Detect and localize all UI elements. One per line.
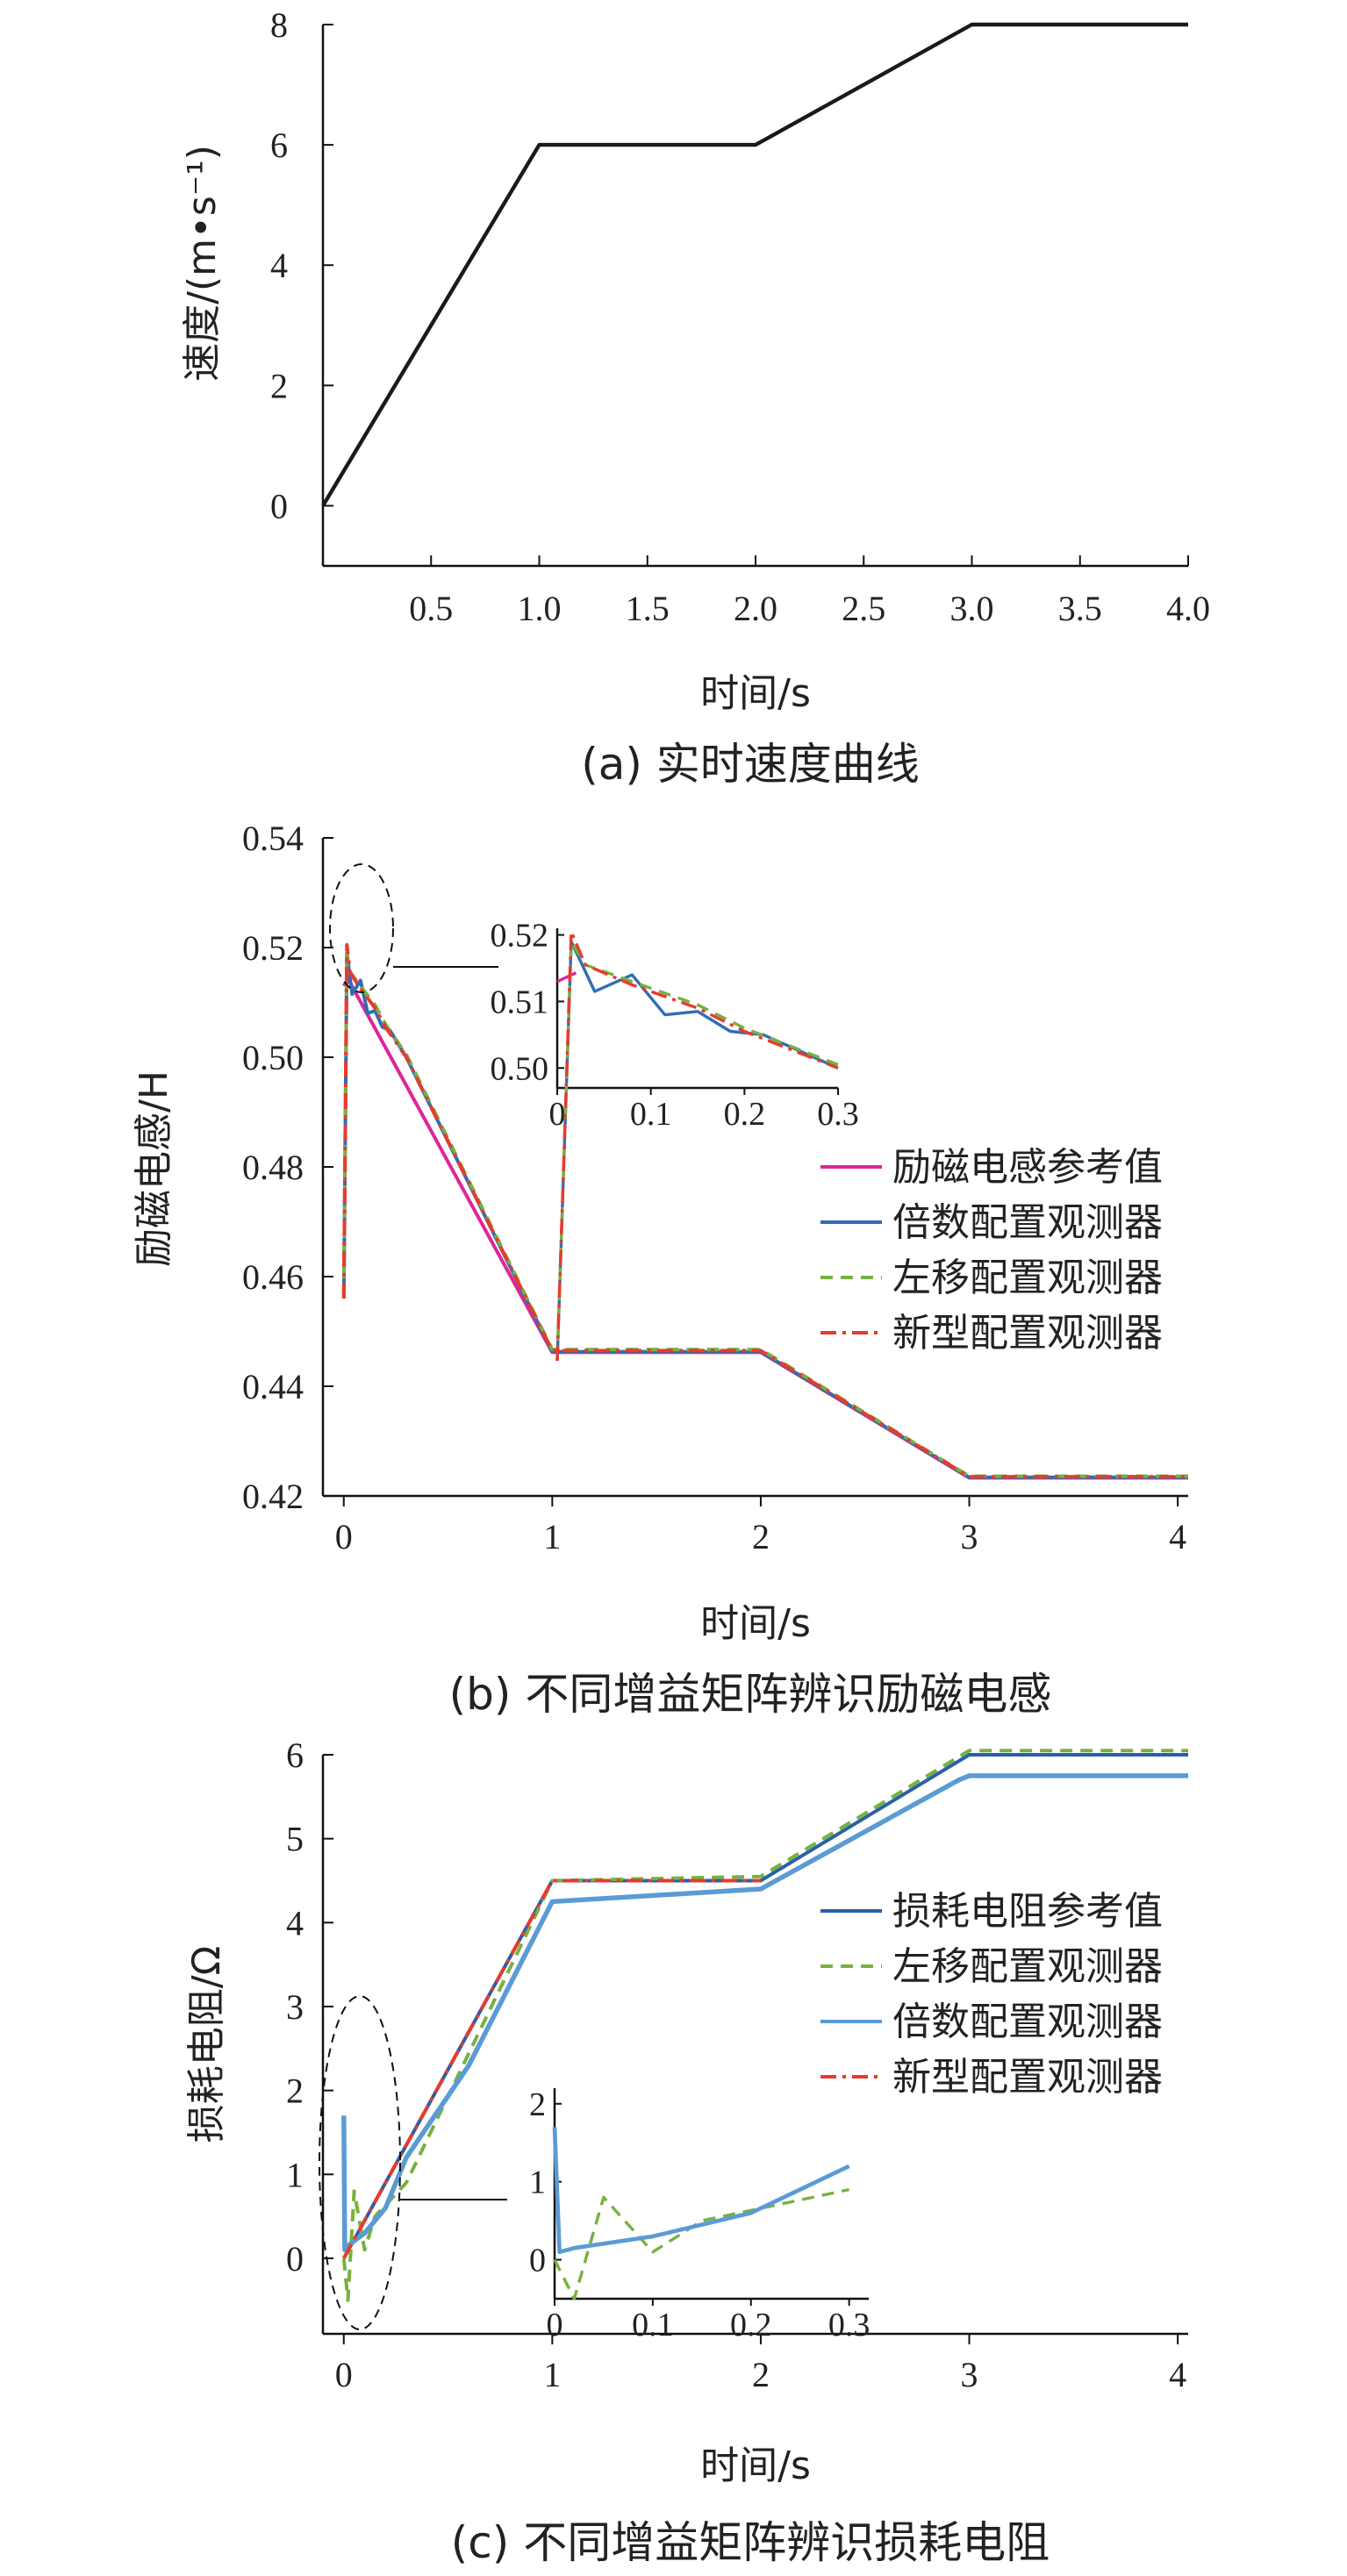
y-tick-label: 5: [286, 1820, 304, 1859]
inset-background: [557, 928, 838, 1088]
series-line-series-3: [555, 930, 839, 1361]
y-tick-label: 0.52: [242, 928, 304, 968]
x-axis-label: 时间/s: [700, 2444, 811, 2488]
y-tick-label: 4: [270, 246, 288, 285]
y-tick-label: 0: [286, 2239, 304, 2279]
x-tick-label: 0: [547, 2307, 563, 2343]
y-tick-label: 0.50: [242, 1038, 304, 1077]
x-tick-label: 0.3: [817, 1096, 859, 1133]
x-tick-label: 0.5: [409, 589, 453, 628]
x-tick-label: 0.1: [632, 2307, 674, 2343]
y-tick-label: 6: [270, 125, 288, 165]
y-tick-label: 0.44: [242, 1367, 304, 1406]
x-tick-label: 0.2: [730, 2307, 772, 2343]
legend-label: 倍数配置观测器: [892, 1200, 1163, 1245]
caption-b: (b) 不同增益矩阵辨识励磁电感: [449, 1669, 1052, 1720]
x-axis-label: 时间/s: [700, 671, 811, 716]
zoom-marker: [319, 1995, 401, 2330]
legend-label: 倍数配置观测器: [892, 2000, 1163, 2044]
x-tick-label: 2.5: [842, 589, 885, 628]
y-tick-label: 0.54: [242, 819, 304, 858]
x-tick-label: 0.2: [724, 1096, 766, 1133]
series-line-speed: [321, 22, 1188, 507]
x-tick-label: 3: [961, 1517, 978, 1556]
x-tick-label: 4: [1169, 1517, 1186, 1556]
y-tick-label: 8: [270, 5, 288, 45]
y-axis-label: 励磁电感/H: [132, 1070, 176, 1267]
x-tick-label: 0: [335, 2355, 353, 2394]
x-axis-label: 时间/s: [700, 1601, 811, 1646]
y-tick-label: 1: [286, 2155, 304, 2194]
legend-label: 新型配置观测器: [892, 2055, 1163, 2100]
y-tick-label: 3: [286, 1987, 304, 2027]
legend-label: 新型配置观测器: [892, 1311, 1163, 1356]
legend-label: 左移配置观测器: [892, 1944, 1163, 1989]
x-tick-label: 2: [752, 2355, 770, 2394]
y-axis-label: 损耗电阻/Ω: [184, 1946, 229, 2143]
series-line-series-1: [553, 2187, 849, 2301]
y-tick-label: 2: [270, 366, 288, 405]
y-tick-label: 2: [286, 2072, 304, 2111]
series-line-series-2: [555, 940, 839, 1361]
legend-label: 损耗电阻参考值: [892, 1889, 1163, 1934]
y-tick-label: 1: [529, 2165, 546, 2201]
x-tick-label: 2: [752, 1517, 770, 1556]
y-axis-label: 速度/(m•s⁻¹): [180, 145, 225, 382]
series-line-series-2: [341, 1773, 1188, 2253]
x-tick-label: 1.0: [518, 589, 562, 628]
legend-label: 励磁电感参考值: [892, 1145, 1163, 1190]
y-tick-label: 2: [529, 2086, 546, 2123]
x-tick-label: 1.5: [626, 589, 670, 628]
speed-chart: 0.5 1.0 1.5 2.0 2.5 3.0 3.5 4.0 0 2 4 6 8 时间/s 速度/(m…: [180, 5, 1210, 790]
legend-label: 左移配置观测器: [892, 1256, 1163, 1300]
x-tick-label: 2.0: [734, 589, 777, 628]
series-line-series-1: [555, 940, 839, 1361]
x-tick-label: 4.0: [1166, 589, 1210, 628]
y-tick-label: 0.52: [491, 918, 549, 955]
y-tick-label: 0: [529, 2243, 546, 2279]
y-tick-label: 6: [286, 1735, 304, 1775]
series-line-series-3: [341, 942, 1188, 1479]
x-tick-label: 0.3: [828, 2307, 871, 2343]
inductance-chart: 0 1 2 3 4 0.42 0.44 0.46 0.48 0.50 0.52 0.54 0 0.1 0.…: [132, 819, 1188, 1720]
x-tick-label: 1: [543, 1517, 561, 1556]
series-line-series-2: [552, 2127, 850, 2255]
y-tick-label: 0: [270, 486, 288, 526]
zoom-marker: [329, 863, 394, 993]
y-tick-label: 4: [286, 1903, 304, 1943]
resistance-chart: 0 1 2 3 4 0 1 2 3 4 5 6 0 0.1 0.2 0.3 0 1 2 损耗电阻参考值左移配置观测…: [184, 1735, 1188, 2568]
x-tick-label: 3: [961, 2355, 978, 2394]
series-line-series-0: [556, 971, 577, 984]
x-tick-label: 0.1: [630, 1096, 672, 1133]
y-tick-label: 0.42: [242, 1477, 304, 1516]
x-tick-label: 3.5: [1058, 589, 1102, 628]
y-tick-label: 0.46: [242, 1257, 304, 1297]
x-tick-label: 0: [335, 1517, 353, 1556]
caption-c: (c) 不同增益矩阵辨识损耗电阻: [451, 2517, 1050, 2568]
inset-background: [555, 2088, 869, 2299]
x-tick-label: 4: [1169, 2355, 1186, 2394]
caption-a: (a) 实时速度曲线: [581, 739, 920, 790]
y-tick-label: 0.51: [491, 984, 549, 1020]
y-tick-label: 0.50: [491, 1050, 549, 1087]
y-tick-label: 0.48: [242, 1148, 304, 1187]
x-tick-label: 0: [549, 1096, 566, 1133]
series-line-series-3: [342, 1878, 761, 2259]
x-tick-label: 3.0: [950, 589, 994, 628]
x-tick-label: 1: [543, 2355, 561, 2394]
